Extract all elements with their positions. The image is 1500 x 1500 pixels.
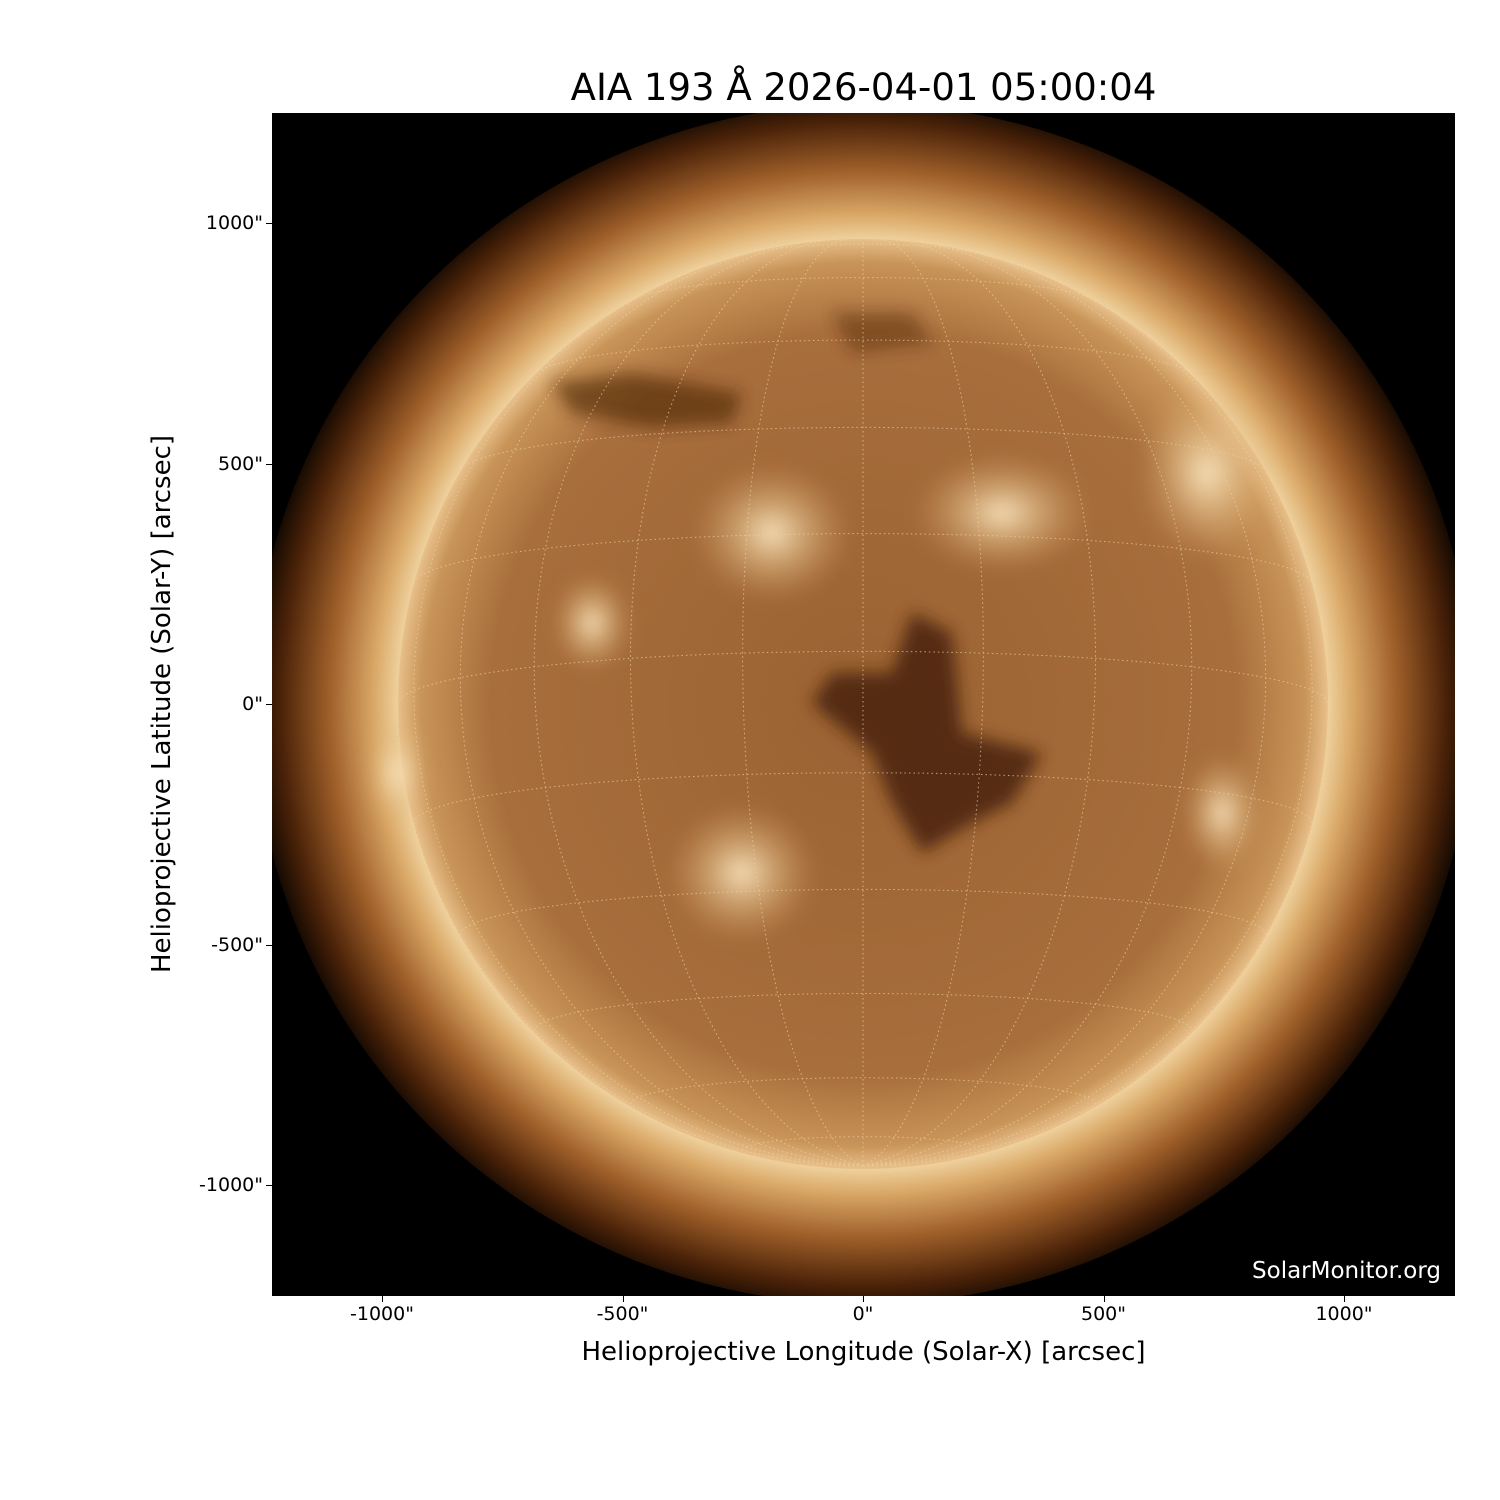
grid-line [862, 248, 1267, 1167]
grid-line [742, 1136, 984, 1151]
grid-line [397, 703, 864, 1167]
y-tick-mark [266, 223, 272, 224]
y-tick-label: -1000" [199, 1174, 263, 1196]
active-regions [367, 383, 1277, 943]
x-tick-mark [863, 1296, 864, 1302]
y-tick-label: 1000" [205, 212, 263, 234]
x-tick-mark [382, 1296, 383, 1302]
y-tick-label: 500" [217, 452, 263, 475]
sun-image-svg [272, 113, 1455, 1296]
grid-line [862, 242, 1193, 1167]
x-tick-label: 0" [852, 1303, 874, 1325]
grid-line [413, 275, 864, 1167]
x-axis-label: Helioprojective Longitude (Solar-X) [arc… [581, 1337, 1146, 1367]
y-tick-mark [266, 944, 272, 946]
grid-line [460, 426, 1266, 471]
y-axis-label: Helioprojective Latitude (Solar-Y) [arcs… [147, 434, 177, 974]
x-tick-mark [1344, 1296, 1345, 1302]
grid-line [459, 888, 1267, 936]
coronal-hole-center [812, 613, 1042, 853]
coronal-holes [552, 313, 1042, 853]
grid-line [862, 275, 1313, 1167]
plot-title: AIA 193 Å 2026-04-01 05:00:04 [570, 66, 1157, 109]
grid-line [635, 277, 1091, 299]
solar-image: SolarMonitor.org [272, 113, 1455, 1296]
x-tick-mark [1103, 1296, 1105, 1302]
y-tick-mark [266, 704, 272, 705]
grid-line [537, 339, 1189, 373]
x-tick-mark [622, 1296, 624, 1302]
x-tick-label: -1000" [350, 1303, 414, 1325]
grid-line [862, 703, 1329, 1167]
grid-line [533, 242, 864, 1167]
y-tick-mark [266, 1185, 272, 1186]
grid-line [459, 248, 864, 1167]
x-tick-label: -500" [596, 1303, 649, 1325]
y-tick-label: 0" [242, 693, 263, 715]
y-tick-label: -500" [211, 933, 263, 956]
heliographic-grid [397, 238, 1329, 1167]
x-tick-label: 500" [1080, 1303, 1127, 1325]
coronal-hole-north [552, 373, 742, 428]
y-tick-mark [266, 463, 272, 465]
grid-line [533, 993, 1193, 1031]
x-tick-label: 1000" [1315, 1303, 1373, 1325]
watermark: SolarMonitor.org [1252, 1258, 1441, 1284]
